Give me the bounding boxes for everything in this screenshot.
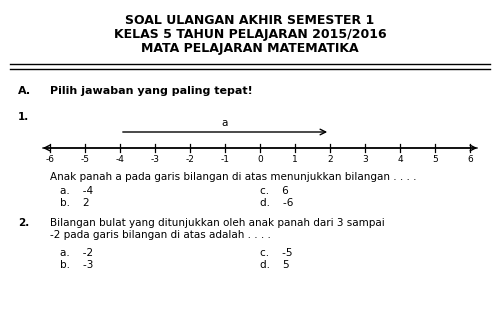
Text: d.    -6: d. -6 bbox=[260, 198, 294, 208]
Text: d.    5: d. 5 bbox=[260, 260, 290, 270]
Text: 1.: 1. bbox=[18, 112, 29, 122]
Text: 3: 3 bbox=[362, 155, 368, 164]
Text: SOAL ULANGAN AKHIR SEMESTER 1: SOAL ULANGAN AKHIR SEMESTER 1 bbox=[126, 14, 374, 27]
Text: Bilangan bulat yang ditunjukkan oleh anak panah dari 3 sampai: Bilangan bulat yang ditunjukkan oleh ana… bbox=[50, 218, 385, 228]
Text: a: a bbox=[222, 118, 228, 128]
Text: 2.: 2. bbox=[18, 218, 29, 228]
Text: -4: -4 bbox=[116, 155, 124, 164]
Text: -3: -3 bbox=[150, 155, 160, 164]
Text: 5: 5 bbox=[432, 155, 438, 164]
Text: a.    -4: a. -4 bbox=[60, 186, 93, 196]
Text: MATA PELAJARAN MATEMATIKA: MATA PELAJARAN MATEMATIKA bbox=[141, 42, 359, 55]
Text: -1: -1 bbox=[220, 155, 230, 164]
Text: -5: -5 bbox=[80, 155, 90, 164]
Text: -6: -6 bbox=[46, 155, 54, 164]
Text: 0: 0 bbox=[257, 155, 263, 164]
Text: A.: A. bbox=[18, 86, 31, 96]
Text: 4: 4 bbox=[397, 155, 403, 164]
Text: c.    6: c. 6 bbox=[260, 186, 289, 196]
Text: a.    -2: a. -2 bbox=[60, 248, 93, 258]
Text: -2: -2 bbox=[186, 155, 194, 164]
Text: 1: 1 bbox=[292, 155, 298, 164]
Text: c.    -5: c. -5 bbox=[260, 248, 292, 258]
Text: Anak panah a pada garis bilangan di atas menunjukkan bilangan . . . .: Anak panah a pada garis bilangan di atas… bbox=[50, 172, 416, 182]
Text: -2 pada garis bilangan di atas adalah . . . .: -2 pada garis bilangan di atas adalah . … bbox=[50, 230, 271, 240]
Text: KELAS 5 TAHUN PELAJARAN 2015/2016: KELAS 5 TAHUN PELAJARAN 2015/2016 bbox=[114, 28, 386, 41]
Text: b.    2: b. 2 bbox=[60, 198, 90, 208]
Text: 6: 6 bbox=[467, 155, 473, 164]
Text: Pilih jawaban yang paling tepat!: Pilih jawaban yang paling tepat! bbox=[50, 86, 253, 96]
Text: 2: 2 bbox=[327, 155, 333, 164]
Text: b.    -3: b. -3 bbox=[60, 260, 94, 270]
